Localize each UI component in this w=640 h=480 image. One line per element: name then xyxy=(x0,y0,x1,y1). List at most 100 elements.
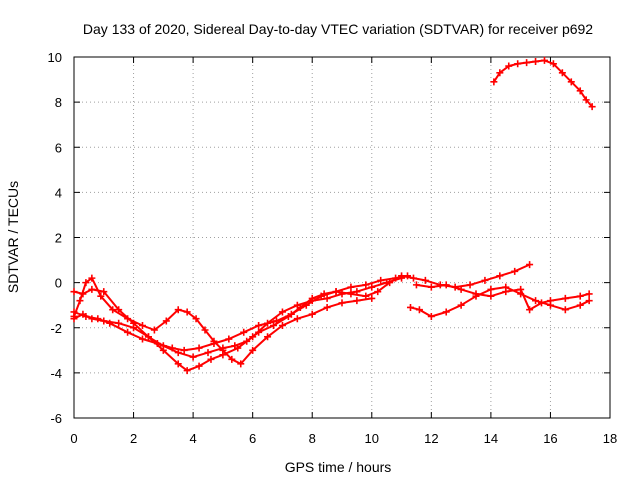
x-tick-label: 2 xyxy=(130,431,137,446)
data-point xyxy=(576,301,584,309)
x-tick-label: 16 xyxy=(543,431,557,446)
data-point xyxy=(496,272,504,280)
data-point xyxy=(70,288,78,296)
x-tick-label: 8 xyxy=(309,431,316,446)
data-point xyxy=(308,310,316,318)
data-point xyxy=(514,60,522,68)
data-point xyxy=(255,328,263,336)
data-point xyxy=(576,87,584,95)
data-point xyxy=(159,342,167,350)
data-point xyxy=(421,276,429,284)
y-tick-label: 4 xyxy=(55,185,62,200)
data-point xyxy=(82,279,90,287)
data-point xyxy=(466,281,474,289)
y-tick-label: 8 xyxy=(55,95,62,110)
data-point xyxy=(386,279,394,287)
data-point xyxy=(97,292,105,300)
x-tick-label: 14 xyxy=(484,431,498,446)
data-point xyxy=(183,367,191,375)
y-tick-label: -6 xyxy=(50,411,62,426)
y-tick-label: -2 xyxy=(50,321,62,336)
x-tick-label: 0 xyxy=(70,431,77,446)
data-point xyxy=(406,303,414,311)
data-point xyxy=(576,292,584,300)
data-point xyxy=(457,301,465,309)
data-point xyxy=(237,360,245,368)
data-point xyxy=(79,310,87,318)
data-point xyxy=(526,261,534,269)
data-point xyxy=(231,342,239,350)
data-point xyxy=(204,349,212,357)
data-point xyxy=(561,294,569,302)
data-point xyxy=(76,297,84,305)
data-point xyxy=(362,281,370,289)
data-point xyxy=(100,317,108,325)
data-point xyxy=(487,285,495,293)
data-point xyxy=(538,299,546,307)
data-point xyxy=(412,281,420,289)
data-point xyxy=(558,69,566,77)
series-track-c xyxy=(70,261,534,361)
data-point xyxy=(561,306,569,314)
data-point xyxy=(115,319,123,327)
data-point xyxy=(109,306,117,314)
data-point xyxy=(549,60,557,68)
data-point xyxy=(270,321,278,329)
data-point xyxy=(70,312,78,320)
data-point xyxy=(150,326,158,334)
data-point xyxy=(264,333,272,341)
axis-ticks: 0 2 4 6 8 10 12 14 16 18 -6 -4 -2 0 2 4 6 8 10 xyxy=(48,50,618,446)
series-layer xyxy=(70,56,596,375)
data-point xyxy=(210,337,218,345)
data-point xyxy=(481,276,489,284)
series-line xyxy=(73,263,531,359)
data-point xyxy=(490,78,498,86)
data-point xyxy=(124,328,132,336)
series-track-e xyxy=(406,283,593,320)
data-point xyxy=(100,288,108,296)
series-line xyxy=(73,274,409,352)
data-point xyxy=(374,288,382,296)
data-point xyxy=(88,285,96,293)
data-point xyxy=(130,324,138,332)
data-point xyxy=(532,58,540,66)
data-point xyxy=(502,288,510,296)
data-point xyxy=(585,297,593,305)
series-line xyxy=(415,283,591,311)
series-track-d xyxy=(70,274,376,368)
data-point xyxy=(88,315,96,323)
data-point xyxy=(278,321,286,329)
data-point xyxy=(368,283,376,291)
data-point xyxy=(115,306,123,314)
data-point xyxy=(409,274,417,282)
x-tick-label: 18 xyxy=(603,431,617,446)
data-point xyxy=(532,297,540,305)
data-point xyxy=(138,335,146,343)
data-point xyxy=(296,303,304,311)
data-point xyxy=(567,78,575,86)
chart-title: Day 133 of 2020, Sidereal Day-to-day VTE… xyxy=(83,21,593,37)
data-point xyxy=(588,103,596,111)
data-point xyxy=(487,292,495,300)
data-point xyxy=(174,306,182,314)
data-point xyxy=(442,281,450,289)
data-point xyxy=(249,346,257,354)
y-tick-label: 0 xyxy=(55,276,62,291)
series-track-g xyxy=(490,56,596,111)
data-point xyxy=(377,276,385,284)
data-point xyxy=(293,315,301,323)
data-point xyxy=(192,315,200,323)
data-point xyxy=(332,288,340,296)
data-point xyxy=(144,333,152,341)
data-point xyxy=(347,283,355,291)
y-tick-label: 2 xyxy=(55,231,62,246)
data-point xyxy=(540,56,548,64)
data-point xyxy=(398,272,406,280)
data-point xyxy=(195,362,203,370)
data-point xyxy=(88,274,96,282)
data-point xyxy=(255,321,263,329)
y-axis-label: SDTVAR / TECUs xyxy=(5,181,21,293)
data-point xyxy=(323,303,331,311)
data-point xyxy=(308,294,316,302)
